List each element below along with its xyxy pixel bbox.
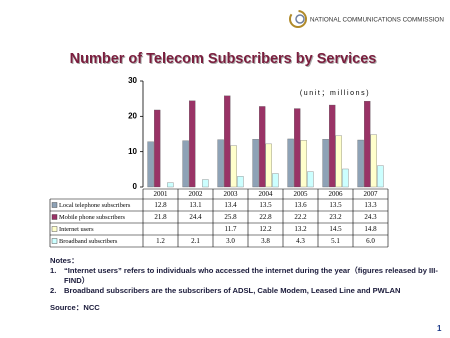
- legend-swatch: [51, 214, 58, 220]
- bar: [342, 168, 349, 188]
- legend-swatch: [51, 202, 58, 208]
- y-tick-label: 30: [128, 76, 137, 85]
- bar: [182, 140, 189, 188]
- legend-swatch: [51, 226, 58, 232]
- logo-mark-inner: [295, 14, 305, 24]
- bar: [357, 139, 364, 188]
- x-tick-label: 2004: [259, 190, 274, 198]
- bar: [202, 179, 209, 188]
- note-text: Broadband subscribers are the subscriber…: [64, 286, 401, 295]
- bar: [294, 108, 301, 188]
- note: 2. Broadband subscribers are the subscrib…: [50, 286, 440, 296]
- logo-mark: [289, 10, 307, 28]
- table-value: 13.4: [224, 201, 237, 209]
- bar: [329, 104, 336, 188]
- x-tick-label: 2001: [154, 190, 169, 198]
- table-value: 22.2: [294, 213, 307, 221]
- page-number: 1: [437, 324, 442, 333]
- table-value: 13.3: [364, 201, 377, 209]
- table-value: 2.1: [191, 237, 200, 245]
- note-number: 2.: [50, 286, 57, 295]
- table-value: 6.0: [366, 237, 375, 245]
- bar: [272, 173, 279, 188]
- legend-label: Broadband subscribers: [59, 238, 118, 245]
- bar: [370, 134, 377, 188]
- bar: [217, 139, 224, 188]
- chart-title: Number of Telecom Subscribers by Service…: [70, 51, 377, 67]
- table-value: 24.4: [189, 213, 202, 221]
- table-value: 13.6: [294, 201, 307, 209]
- bar: [259, 106, 266, 188]
- bar: [322, 139, 329, 188]
- table-value: 24.3: [364, 213, 377, 221]
- table-value: 13.5: [329, 201, 342, 209]
- bar: [287, 138, 294, 188]
- table-value: 11.7: [225, 225, 237, 233]
- logo-text: NATIONAL COMMUNICATIONS COMMISSION: [310, 17, 444, 24]
- legend-label: Internet users: [59, 226, 94, 233]
- table-value: 13.1: [189, 201, 202, 209]
- table-value: 1.2: [156, 237, 165, 245]
- note-text: “Internet users” refers to individuals w…: [64, 266, 438, 285]
- note: 1. “Internet users” refers to individuals…: [50, 266, 440, 286]
- unit-annotation: (unit；millions): [300, 90, 370, 97]
- table-value: 14.5: [329, 225, 342, 233]
- table-value: 22.8: [259, 213, 272, 221]
- table-value: 25.8: [224, 213, 237, 221]
- bar: [224, 95, 231, 188]
- note-number: 1.: [50, 266, 57, 275]
- bar: [307, 171, 314, 188]
- chart-title-shadow: Number of Telecom Subscribers by Service…: [71, 52, 378, 68]
- table-value: 3.0: [226, 237, 235, 245]
- table-value: 3.8: [261, 237, 270, 245]
- bar: [364, 100, 371, 188]
- bar: [265, 143, 272, 188]
- legend-label: Local telephone subscribers: [59, 202, 131, 209]
- table-value: 14.8: [364, 225, 377, 233]
- x-tick-label: 2006: [329, 190, 344, 198]
- notes-title: Notes：: [50, 256, 79, 265]
- table-value: 5.1: [331, 237, 340, 245]
- table-value: 13.2: [294, 225, 307, 233]
- bar: [377, 165, 384, 188]
- y-tick-label: 0: [133, 182, 138, 191]
- table-value: 23.2: [329, 213, 342, 221]
- table-value: 4.3: [296, 237, 305, 245]
- x-tick-label: 2002: [189, 190, 204, 198]
- logo: NATIONAL COMMUNICATIONS COMMISSION: [289, 10, 444, 28]
- x-tick-label: 2005: [294, 190, 309, 198]
- source: Source：NCC: [50, 303, 100, 312]
- y-tick-label: 10: [128, 147, 137, 156]
- table-value: 21.8: [154, 213, 167, 221]
- bar: [237, 176, 244, 188]
- table-value: 12.8: [154, 201, 167, 209]
- table-value: 12.2: [259, 225, 272, 233]
- bar: [252, 139, 259, 188]
- legend-label: Mobile phone subscribers: [59, 214, 126, 221]
- bar: [147, 141, 154, 188]
- bar: [167, 182, 174, 188]
- bar: [189, 100, 196, 188]
- x-tick-label: 2003: [224, 190, 239, 198]
- y-tick-label: 20: [128, 111, 137, 120]
- x-tick-label: 2007: [364, 190, 379, 198]
- legend-swatch: [51, 238, 58, 244]
- bar: [335, 135, 342, 188]
- bar: [230, 145, 237, 188]
- table-value: 13.5: [259, 201, 272, 209]
- bar: [154, 109, 161, 188]
- notes: Notes： 1. “Internet users” refers to indi…: [50, 256, 440, 313]
- bar: [300, 140, 307, 188]
